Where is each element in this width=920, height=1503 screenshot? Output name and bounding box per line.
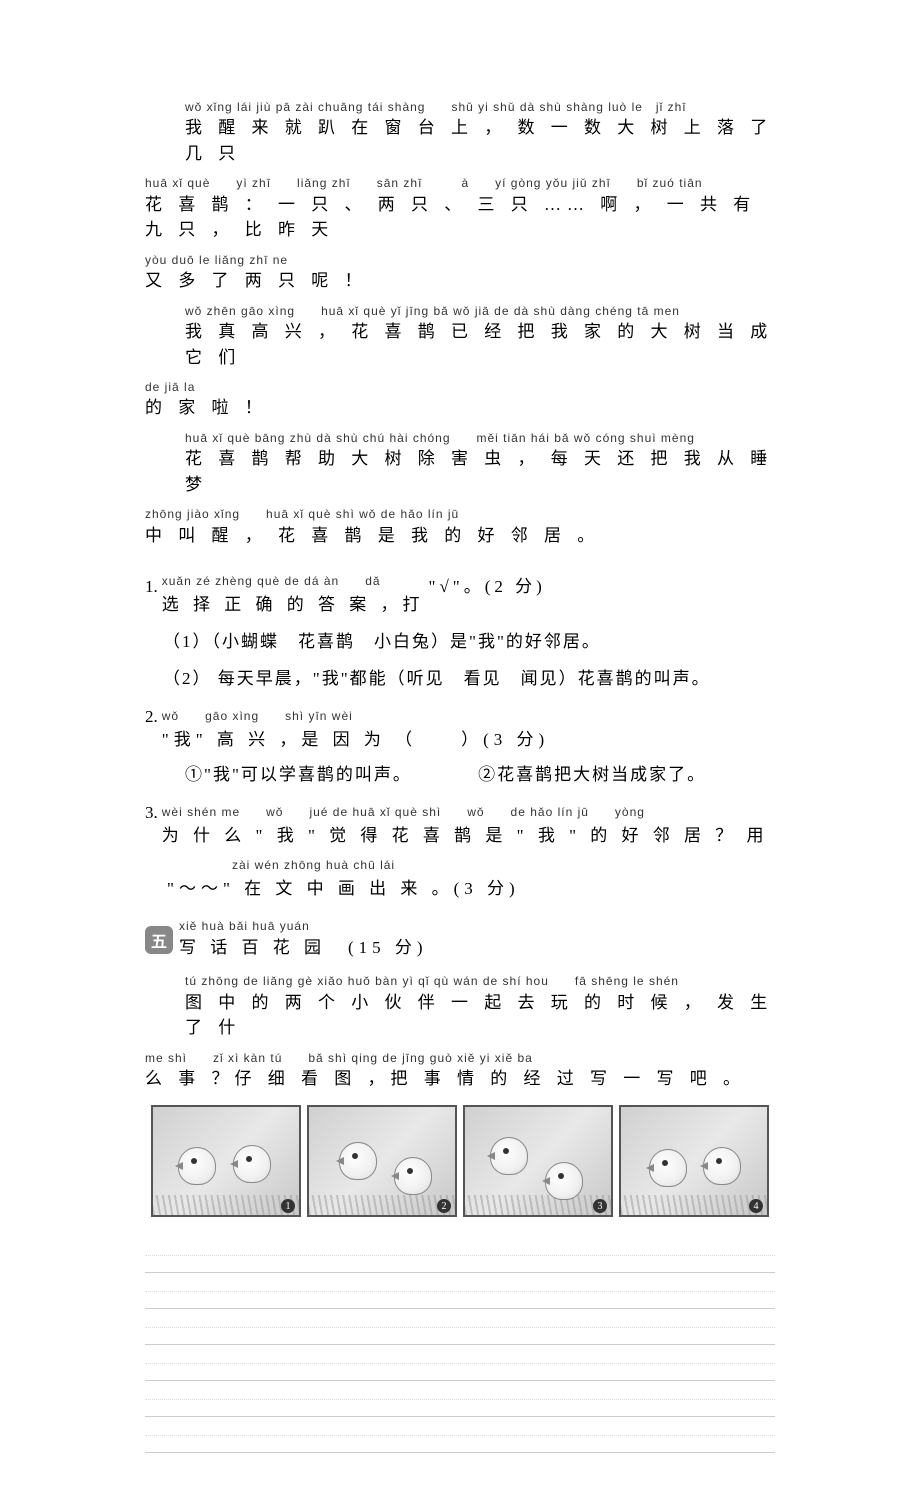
- pinyin-text: wǒ zhēn gāo xìng huā xǐ què yǐ jīng bǎ w…: [185, 304, 775, 318]
- chinese-text: 我 真 高 兴 ， 花 喜 鹊 已 经 把 我 家 的 大 树 当 成 它 们: [185, 319, 775, 370]
- pinyin-text: yòu duō le liǎng zhī ne: [145, 253, 775, 267]
- passage-line: huā xǐ què bāng zhù dà shù chú hài chóng…: [145, 431, 775, 497]
- writing-line: [145, 1237, 775, 1273]
- pinyin-text: de jiā la: [145, 380, 775, 394]
- chinese-text: 图 中 的 两 个 小 伙 伴 一 起 去 玩 的 时 候 ， 发 生 了 什: [185, 990, 775, 1041]
- writing-line: [145, 1273, 775, 1309]
- story-panel-4: 4: [619, 1105, 769, 1217]
- question-text: 为 什 么 " 我 " 觉 得 花 喜 鹊 是 " 我 " 的 好 邻 居 ？ …: [162, 826, 769, 845]
- passage-line: wǒ xǐng lái jiù pā zài chuāng tái shàng …: [145, 100, 775, 166]
- question-text: 选 择 正 确 的 答 案 ，打: [162, 595, 425, 614]
- writing-line: [145, 1309, 775, 1345]
- section-title-text: 写 话 百 花 园 (15 分): [179, 935, 428, 961]
- choice-2: ②花喜鹊把大树当成家了。: [478, 765, 706, 784]
- pinyin-text: wǒ gāo xìng shì yīn wèi: [162, 707, 549, 724]
- pinyin-text: tú zhōng de liǎng gè xiǎo huǒ bàn yì qǐ …: [185, 974, 775, 988]
- chinese-text: 的 家 啦 ！: [145, 395, 775, 421]
- sub-question-2: （2） 每天早晨，"我"都能（听见 看见 闻见）花喜鹊的叫声。: [163, 664, 775, 689]
- pinyin-text: wèi shén me wǒ jué de huā xǐ què shì wǒ …: [162, 803, 769, 820]
- chinese-text: 花 喜 鹊 ： 一 只 、 两 只 、 三 只 …… 啊 ， 一 共 有 九 只…: [145, 192, 775, 243]
- section-5-header: 五 xiě huà bǎi huā yuán 写 话 百 花 园 (15 分): [145, 919, 775, 960]
- pinyin-text: xiě huà bǎi huā yuán: [179, 919, 428, 933]
- writing-line: [145, 1345, 775, 1381]
- story-panel-2: 2: [307, 1105, 457, 1217]
- pinyin-text: xuǎn zé zhèng què de dá àn dǎ: [162, 572, 425, 589]
- chinese-text: 花 喜 鹊 帮 助 大 树 除 害 虫 ， 每 天 还 把 我 从 睡 梦: [185, 446, 775, 497]
- pinyin-text: huā xǐ què bāng zhù dà shù chú hài chóng…: [185, 431, 775, 445]
- question-text: 在 文 中 画 出 来 。(3 分): [244, 879, 520, 898]
- wave-mark: "～～": [167, 879, 235, 898]
- sub-question-1: （1）（小蝴蝶 花喜鹊 小白兔）是"我"的好邻居。: [163, 627, 775, 652]
- pinyin-text: zhōng jiào xǐng huā xǐ què shì wǒ de hǎo…: [145, 507, 775, 521]
- passage-line: de jiā la 的 家 啦 ！: [145, 380, 775, 421]
- question-number: 2.: [145, 707, 158, 727]
- passage-line: zhōng jiào xǐng huā xǐ què shì wǒ de hǎo…: [145, 507, 775, 548]
- writing-area: [145, 1237, 775, 1453]
- question-suffix: "√"。(2 分): [429, 577, 546, 596]
- question-number: 1.: [145, 577, 158, 597]
- question-1: 1. xuǎn zé zhèng què de dá àn dǎ 选 择 正 确…: [145, 572, 775, 689]
- writing-line: [145, 1381, 775, 1417]
- reading-passage: wǒ xǐng lái jiù pā zài chuāng tái shàng …: [145, 100, 775, 548]
- prompt-line: me shì zǐ xì kàn tú bǎ shì qing de jīng …: [145, 1051, 775, 1092]
- passage-line: wǒ zhēn gāo xìng huā xǐ què yǐ jīng bǎ w…: [145, 304, 775, 370]
- chinese-text: 么 事 ？仔 细 看 图 ，把 事 情 的 经 过 写 一 写 吧 。: [145, 1066, 775, 1092]
- chinese-text: 又 多 了 两 只 呢 ！: [145, 268, 775, 294]
- chinese-text: 中 叫 醒 ， 花 喜 鹊 是 我 的 好 邻 居 。: [145, 523, 775, 549]
- passage-line: yòu duō le liǎng zhī ne 又 多 了 两 只 呢 ！: [145, 253, 775, 294]
- pinyin-text: me shì zǐ xì kàn tú bǎ shì qing de jīng …: [145, 1051, 775, 1065]
- passage-line: huā xǐ què yì zhī liǎng zhī sān zhī à yí…: [145, 176, 775, 242]
- question-3: 3. wèi shén me wǒ jué de huā xǐ què shì …: [145, 803, 775, 899]
- question-number: 3.: [145, 803, 158, 823]
- story-panel-3: 3: [463, 1105, 613, 1217]
- story-images-row: 1 2 3 4: [145, 1105, 775, 1217]
- choices-row: ①"我"可以学喜鹊的叫声。 ②花喜鹊把大树当成家了。: [185, 760, 775, 785]
- prompt-line: tú zhōng de liǎng gè xiǎo huǒ bàn yì qǐ …: [145, 974, 775, 1040]
- pinyin-text: wǒ xǐng lái jiù pā zài chuāng tái shàng …: [185, 100, 775, 114]
- story-panel-1: 1: [151, 1105, 301, 1217]
- chinese-text: 我 醒 来 就 趴 在 窗 台 上 ， 数 一 数 大 树 上 落 了 几 只: [185, 115, 775, 166]
- pinyin-text: zài wén zhōng huà chū lái: [167, 856, 520, 873]
- writing-line: [145, 1417, 775, 1453]
- pinyin-text: huā xǐ què yì zhī liǎng zhī sān zhī à yí…: [145, 176, 775, 190]
- question-text: "我" 高 兴 ，是 因 为 （ ）(3 分): [162, 730, 549, 749]
- question-2: 2. wǒ gāo xìng shì yīn wèi "我" 高 兴 ，是 因 …: [145, 707, 775, 785]
- section-badge: 五: [145, 926, 173, 954]
- choice-1: ①"我"可以学喜鹊的叫声。: [185, 765, 412, 784]
